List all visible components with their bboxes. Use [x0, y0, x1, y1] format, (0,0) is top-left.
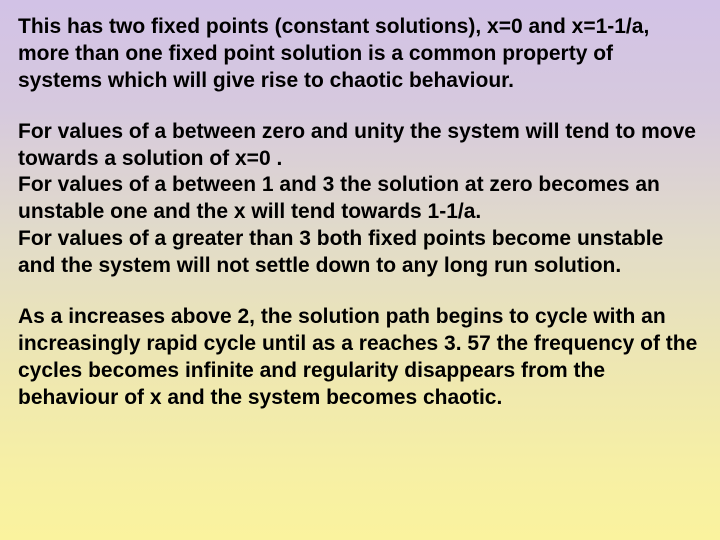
paragraph-cycle: As a increases above 2, the solution pat… — [18, 304, 698, 412]
spacer — [18, 95, 698, 119]
paragraph-range-gt3: For values of a greater than 3 both fixe… — [18, 226, 698, 280]
paragraph-range-1-3: For values of a between 1 and 3 the solu… — [18, 172, 698, 226]
paragraph-range-0-1: For values of a between zero and unity t… — [18, 119, 698, 173]
paragraph-intro: This has two fixed points (constant solu… — [18, 14, 698, 95]
spacer — [18, 280, 698, 304]
slide: This has two fixed points (constant solu… — [0, 0, 720, 540]
